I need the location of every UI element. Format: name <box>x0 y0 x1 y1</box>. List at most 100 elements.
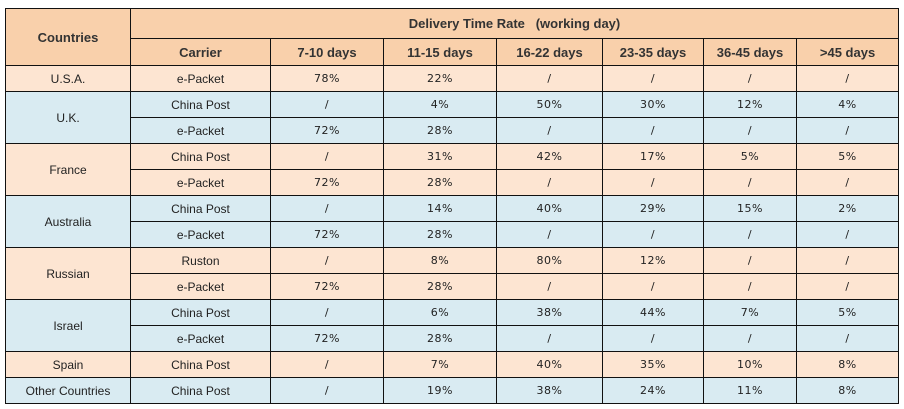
rate-cell: / <box>270 195 384 222</box>
table-row: Other Countries China Post/19% 38% 24% 11% 8% <box>5 377 900 404</box>
table-row: Russian Ruston/8% 80% 12% / / <box>5 247 900 300</box>
carrier-cell: e-Packet <box>130 221 271 248</box>
country-cell: France <box>5 143 131 196</box>
rate-cell: 4% <box>383 91 497 118</box>
carrier-cell: China Post <box>130 299 271 326</box>
rate-cell: / <box>703 325 797 352</box>
rate-cell: 35% <box>602 351 704 378</box>
rate-cell: / <box>795 169 900 196</box>
rate-cell: 22% <box>383 65 497 92</box>
rate-cell: 44% <box>602 299 704 326</box>
rate-cell: 8% <box>383 247 497 274</box>
rate-cell: / <box>795 221 900 248</box>
rate-cell: / <box>270 377 384 404</box>
rate-cell: 24% <box>602 377 704 404</box>
table-row: U.S.A. e-Packet 78% 22% / / / / <box>5 65 900 92</box>
rate-cell: / <box>795 65 900 92</box>
rate-cell: 80% <box>496 247 603 274</box>
country-cell: Russian <box>5 247 131 300</box>
rate-cell: 4% <box>795 91 900 118</box>
column-header-11-15: 11-15 days <box>383 38 497 66</box>
rate-cell: / <box>703 247 797 274</box>
rate-cell: 8% <box>795 351 900 378</box>
rate-cell: / <box>602 169 704 196</box>
rate-cell: 31% <box>383 143 497 170</box>
rate-cell: 28% <box>383 325 497 352</box>
rate-cell: / <box>270 351 384 378</box>
column-header-carrier: Carrier <box>130 38 271 66</box>
rate-cell: 28% <box>383 273 497 300</box>
rate-cell: / <box>270 247 384 274</box>
rate-cell: 30% <box>602 91 704 118</box>
rate-cell: 12% <box>703 91 797 118</box>
rate-cell: 28% <box>383 117 497 144</box>
rate-cell: / <box>795 247 900 274</box>
country-cell: U.K. <box>5 91 131 144</box>
country-cell: Israel <box>5 299 131 352</box>
column-header-7-10: 7-10 days <box>270 38 384 66</box>
table-row: U.K. China Post/4% 50% 30% 12% 4% <box>5 91 900 144</box>
rate-cell: / <box>270 299 384 326</box>
rate-cell: 8% <box>795 377 900 404</box>
rate-cell: 72% <box>270 221 384 248</box>
carrier-cell: e-Packet <box>130 325 271 352</box>
rate-cell: / <box>795 117 900 144</box>
delivery-time-rate-header: Delivery Time Rate (working day) <box>129 8 900 39</box>
rate-cell: / <box>703 117 797 144</box>
carrier-cell: China Post <box>130 195 271 222</box>
rate-cell: / <box>602 325 704 352</box>
column-header-36-45: 36-45 days <box>703 38 797 66</box>
rate-cell: 29% <box>602 195 704 222</box>
rate-cell: 5% <box>795 299 900 326</box>
rate-cell: 40% <box>496 195 603 222</box>
rate-cell: 5% <box>703 143 797 170</box>
rate-cell: 28% <box>383 221 497 248</box>
rate-cell: / <box>602 273 704 300</box>
carrier-cell: China Post <box>130 377 271 404</box>
country-cell: Australia <box>5 195 131 248</box>
table-body: U.S.A. e-Packet 78% 22% / / / / U.K. China Post/4… <box>5 65 900 404</box>
carrier-cell: e-Packet <box>130 117 271 144</box>
rate-cell: 72% <box>270 169 384 196</box>
table-row: e-Packet 72% 28% / / / / <box>5 169 900 196</box>
carrier-cell: China Post <box>130 91 271 118</box>
rate-cell: 78% <box>270 65 384 92</box>
table-row: e-Packet 72% 28% / / / / <box>5 221 900 248</box>
rate-cell: 11% <box>703 377 797 404</box>
rate-cell: 42% <box>496 143 603 170</box>
rate-cell: 38% <box>496 299 603 326</box>
rate-cell: 2% <box>795 195 900 222</box>
column-header-16-22: 16-22 days <box>496 38 603 66</box>
rate-cell: / <box>496 65 603 92</box>
carrier-cell: China Post <box>130 143 271 170</box>
rate-cell: / <box>602 117 704 144</box>
countries-header: Countries <box>5 8 131 66</box>
rate-cell: / <box>703 169 797 196</box>
rate-cell: / <box>496 117 603 144</box>
table-row: e-Packet 72% 28% / / / / <box>5 117 900 144</box>
rate-cell: 72% <box>270 273 384 300</box>
rate-cell: 15% <box>703 195 797 222</box>
column-header-23-35: 23-35 days <box>602 38 704 66</box>
rate-cell: / <box>703 65 797 92</box>
table-row: e-Packet 72% 28% / / / / <box>5 273 900 300</box>
rate-cell: 7% <box>703 299 797 326</box>
country-cell: U.S.A. <box>5 65 131 92</box>
rate-cell: 38% <box>496 377 603 404</box>
rate-cell: / <box>795 273 900 300</box>
rate-cell: 72% <box>270 325 384 352</box>
rate-cell: 17% <box>602 143 704 170</box>
carrier-cell: China Post <box>130 351 271 378</box>
rate-cell: / <box>270 91 384 118</box>
rate-cell: 72% <box>270 117 384 144</box>
rate-cell: 10% <box>703 351 797 378</box>
rate-cell: 40% <box>496 351 603 378</box>
rate-cell: 7% <box>383 351 497 378</box>
carrier-cell: e-Packet <box>130 65 271 92</box>
rate-cell: 12% <box>602 247 704 274</box>
column-header-over-45: >45 days <box>795 38 900 66</box>
rate-cell: / <box>602 221 704 248</box>
table-row: France China Post/31% 42% 17% 5% 5% <box>5 143 900 196</box>
country-cell: Other Countries <box>5 377 131 404</box>
rate-cell: 50% <box>496 91 603 118</box>
